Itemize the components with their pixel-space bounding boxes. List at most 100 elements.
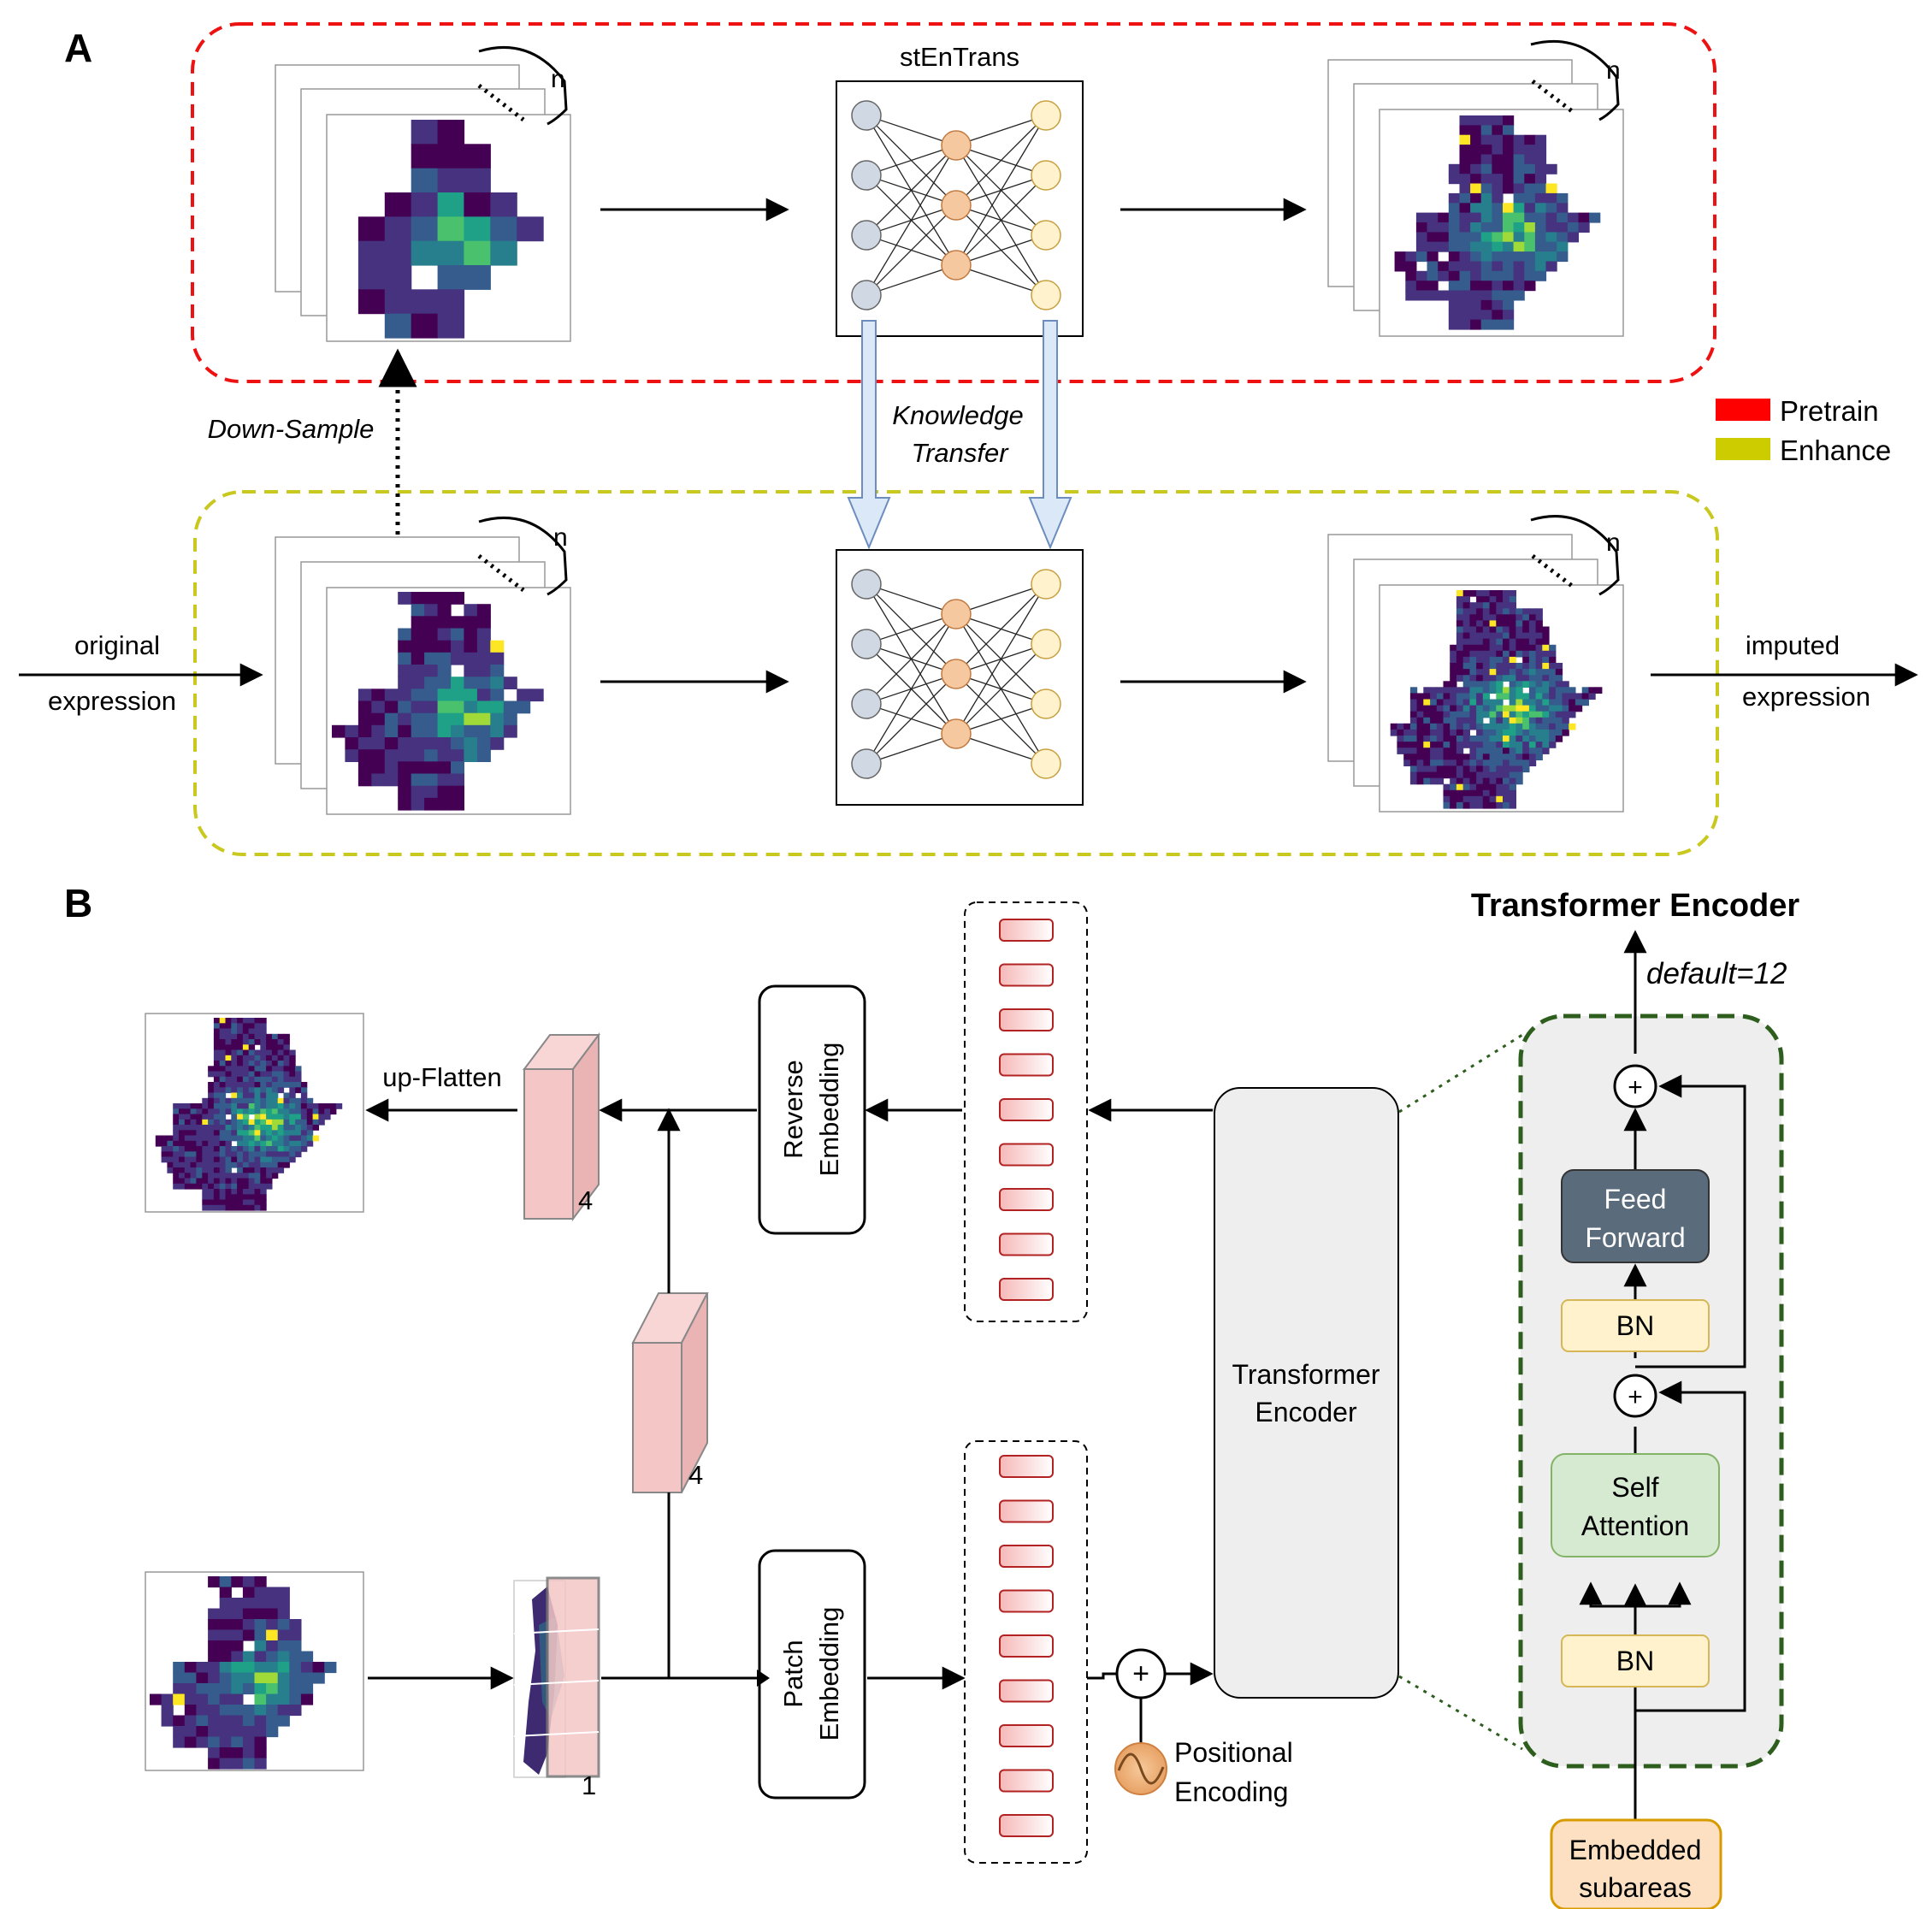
heatmap-cell — [248, 1066, 256, 1073]
network-edges — [866, 115, 1047, 296]
heatmap-cell — [1515, 759, 1523, 766]
heatmap-cell — [1567, 232, 1579, 243]
heatmap-cell — [1456, 650, 1464, 658]
heatmap-cell — [271, 1061, 279, 1067]
heatmap-cell — [1456, 789, 1464, 797]
heatmap-cell — [242, 1033, 250, 1040]
heatmap-cell — [1438, 241, 1450, 252]
heatmap-cell — [260, 1199, 267, 1206]
heatmap-cell — [1569, 723, 1576, 730]
heatmap-cell — [225, 1082, 232, 1088]
heatmap-cell — [437, 700, 452, 714]
heatmap-cell — [1503, 163, 1515, 174]
heatmap-cell — [1496, 638, 1504, 646]
heatmap-cell — [173, 1125, 180, 1131]
heatmap-cell — [266, 1151, 273, 1158]
heatmap-cell — [208, 1087, 215, 1094]
heatmap-cell — [196, 1125, 203, 1131]
heatmap-cell — [260, 1183, 267, 1190]
heatmap-cell — [213, 1087, 221, 1094]
heatmap-cell — [248, 1076, 256, 1083]
heatmap-cell — [464, 604, 478, 617]
heatmap-cell — [231, 1726, 244, 1738]
heatmap-cell — [231, 1028, 238, 1035]
heatmap-cell — [1482, 620, 1491, 628]
heatmap-cell — [1496, 771, 1504, 779]
heatmap-cell — [1489, 663, 1497, 670]
heatmap-cell — [1462, 717, 1470, 724]
heatmap-cell — [1462, 644, 1470, 652]
heatmap-cell — [1515, 748, 1523, 754]
heatmap-cell — [248, 1173, 256, 1179]
heatmap-cell — [208, 1114, 215, 1120]
heatmap-cell — [1489, 765, 1497, 773]
heatmap-cell — [1535, 736, 1543, 742]
heatmap-cell — [1470, 270, 1482, 281]
heatmap-cell — [260, 1178, 267, 1185]
heatmap-cell — [1390, 729, 1397, 736]
legend-label-enhance: Enhance — [1780, 434, 1891, 466]
heatmap-cell — [1480, 115, 1492, 126]
heatmap-cell — [1496, 742, 1504, 748]
heatmap-cell — [219, 1018, 227, 1024]
heatmap-cell — [225, 1146, 232, 1152]
heatmap-cell — [1489, 632, 1497, 640]
heatmap-cell — [1513, 174, 1525, 185]
heatmap-cell — [184, 1183, 192, 1190]
heatmap-cell — [437, 640, 452, 653]
heatmap-cell — [1492, 241, 1504, 252]
heatmap-cell — [398, 592, 412, 605]
heatmap-cell — [1509, 614, 1516, 621]
heatmap-cell — [1459, 183, 1471, 194]
heatmap-cell — [213, 1044, 221, 1051]
heatmap-cell — [237, 1146, 244, 1152]
heatmap-cell — [237, 1028, 244, 1035]
heatmap-cell — [295, 1087, 302, 1094]
heatmap-cell — [1496, 644, 1504, 652]
heatmap-cell — [289, 1076, 296, 1083]
heatmap-cell — [411, 616, 425, 629]
heatmap-cell — [1503, 632, 1510, 640]
heatmap-cell — [213, 1156, 221, 1163]
heatmap-cell — [289, 1683, 302, 1695]
heatmap-cell — [1542, 675, 1550, 682]
heatmap-cell — [1489, 705, 1497, 712]
heatmap-cell — [1436, 723, 1445, 730]
heatmap-cell — [1476, 602, 1484, 609]
heatmap-cell — [1482, 783, 1491, 791]
heatmap-cell — [424, 749, 439, 762]
heatmap-cell — [277, 1140, 285, 1147]
heatmap-cell — [208, 1619, 221, 1631]
heatmap-cell — [1448, 281, 1460, 292]
heatmap-cell — [306, 1135, 314, 1142]
heatmap-cell — [231, 1055, 238, 1061]
heatmap-cell — [1503, 656, 1510, 664]
heatmap-cell — [424, 592, 439, 605]
heatmap-cell — [1436, 705, 1445, 712]
heatmap-cell — [1542, 736, 1550, 742]
heatmap-cell — [266, 1587, 279, 1599]
heatmap-cell — [1482, 759, 1491, 766]
heatmap-cell — [411, 700, 425, 714]
heatmap-cell — [1456, 590, 1464, 597]
heatmap-cell — [1534, 261, 1547, 272]
heatmap-cell — [1542, 729, 1550, 736]
heatmap-cell — [208, 1082, 215, 1088]
heatmap-cell — [1496, 777, 1504, 785]
heatmap-cell — [219, 1119, 227, 1126]
heatmap-cell — [248, 1018, 256, 1024]
heatmap-cell — [1480, 281, 1492, 292]
heatmap-cell — [1469, 614, 1477, 621]
heatmap-cell — [1545, 212, 1557, 223]
heatmap-cell — [242, 1023, 250, 1030]
heatmap-cell — [1415, 222, 1428, 233]
heatmap-cell — [1542, 723, 1550, 730]
heatmap-cell — [1438, 232, 1450, 243]
heatmap-cell — [219, 1204, 227, 1211]
heatmap-cell — [219, 1087, 227, 1094]
heatmap-cell — [231, 1672, 244, 1684]
heatmap-cell — [254, 1130, 261, 1137]
heatmap-cell — [179, 1114, 186, 1120]
heatmap-cell — [202, 1140, 209, 1147]
heatmap-cell — [1482, 795, 1491, 803]
